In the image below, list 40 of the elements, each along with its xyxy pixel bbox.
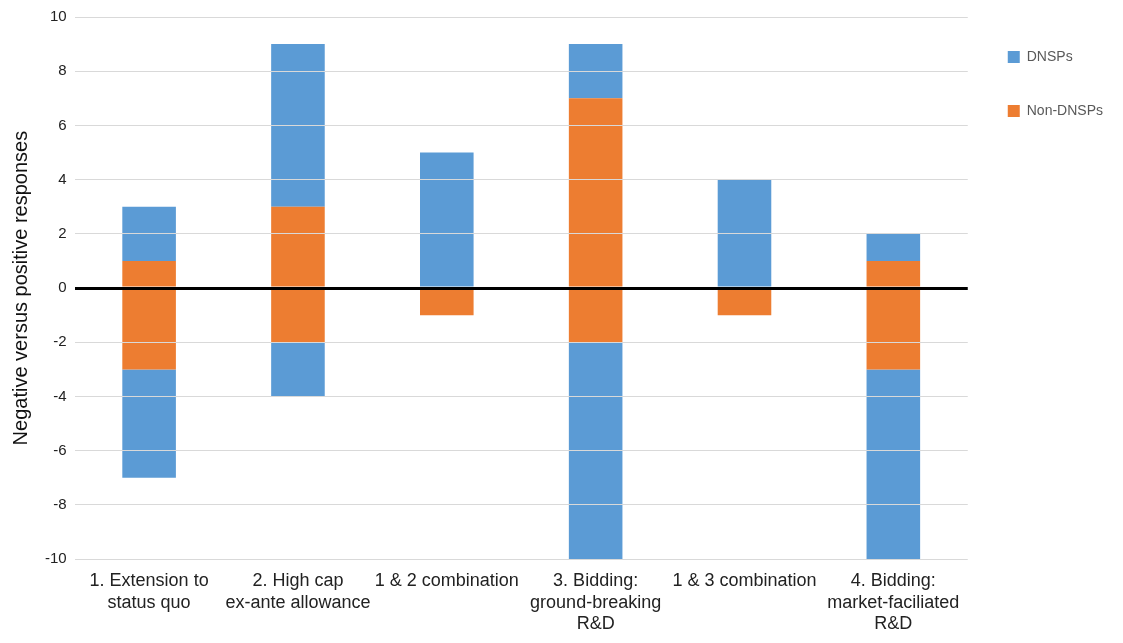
x-tick-label: 4. Bidding: market-faciliated R&D	[827, 569, 960, 634]
bar	[866, 260, 921, 287]
bar	[717, 289, 772, 316]
bar	[866, 289, 921, 370]
x-tick-label: 1 & 2 combination	[374, 569, 519, 590]
y-tick-label: 10	[49, 7, 67, 25]
x-tick-label: 1 & 3 combination	[672, 569, 817, 590]
y-tick-label: 0	[58, 278, 67, 296]
bar	[717, 179, 772, 287]
y-tick-label: 2	[58, 224, 67, 242]
bar	[122, 369, 176, 478]
legend-label: DNSPs	[1026, 47, 1073, 64]
bar	[866, 369, 921, 560]
bar	[271, 206, 325, 287]
y-tick-label: -6	[53, 440, 67, 458]
bar	[420, 289, 474, 316]
y-tick-label: -10	[44, 549, 67, 567]
x-tick-label: 1. Extension to status quo	[89, 569, 209, 612]
bar	[271, 342, 325, 397]
x-tick-label: 3. Bidding: ground-breaking R&D	[530, 569, 662, 634]
bar	[122, 260, 176, 287]
bar	[568, 342, 623, 560]
bar	[420, 152, 474, 287]
bar	[866, 233, 921, 261]
y-tick-label: 4	[58, 169, 67, 187]
bar	[271, 44, 325, 207]
bar	[568, 98, 623, 287]
bar	[271, 289, 325, 343]
x-tick-label: 2. High cap ex-ante allowance	[225, 569, 371, 612]
bar	[568, 289, 623, 343]
bar	[122, 289, 176, 370]
y-axis-title: Negative versus positive responses	[8, 130, 31, 446]
bar	[122, 206, 176, 261]
y-tick-label: -2	[53, 332, 67, 350]
legend-label: Non-DNSPs	[1026, 101, 1104, 118]
bar	[568, 44, 623, 99]
y-tick-label: -4	[53, 386, 67, 404]
y-tick-label: 6	[58, 115, 67, 133]
y-tick-label: -8	[53, 495, 67, 513]
y-tick-label: 8	[58, 61, 67, 79]
